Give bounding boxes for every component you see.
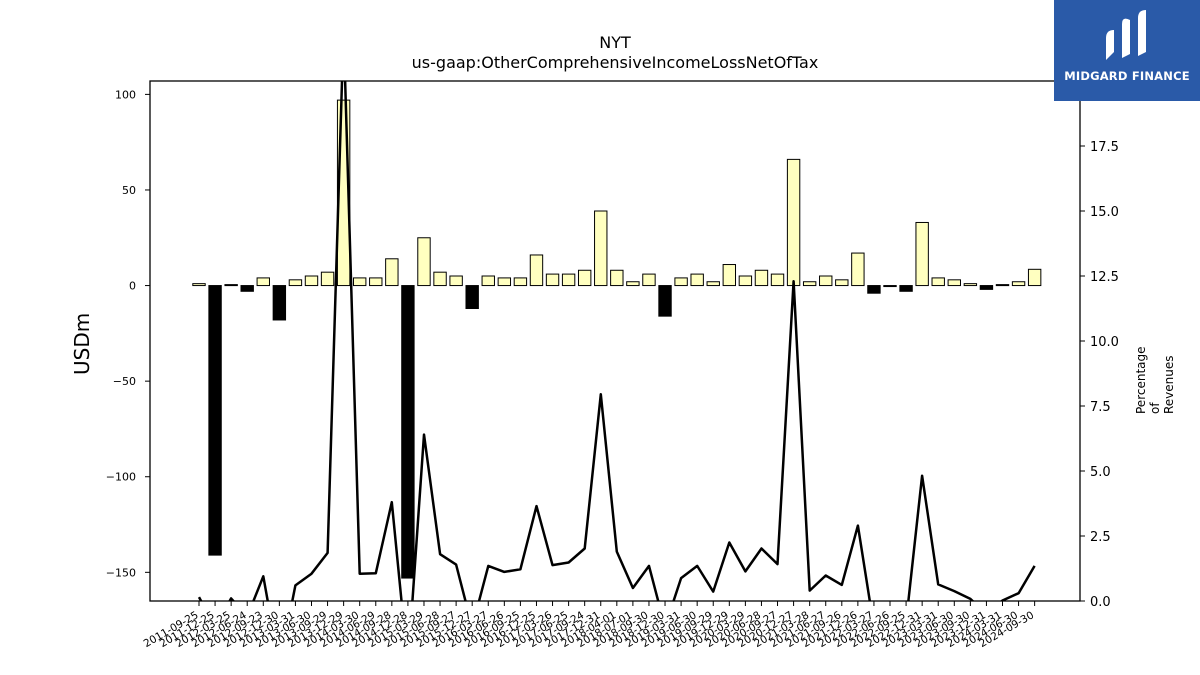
bar (947, 279, 961, 287)
bar (288, 279, 303, 287)
percentage-line (197, 81, 1036, 601)
bar (690, 273, 704, 287)
bar (1027, 268, 1042, 287)
bar (224, 284, 238, 287)
bar (610, 269, 624, 287)
bar (995, 284, 1010, 287)
bar (979, 285, 994, 290)
bar (786, 158, 801, 287)
y2-tick-label: 10.0 (1090, 335, 1119, 350)
y2-tick-label: 17.5 (1090, 140, 1119, 155)
plot-area (192, 81, 1042, 601)
bar (642, 273, 656, 287)
y2-tick-label: 5.0 (1090, 465, 1111, 480)
bar (433, 271, 447, 287)
bar (577, 269, 592, 287)
bar (417, 237, 431, 287)
bar (256, 277, 270, 287)
bar (915, 221, 929, 287)
chart-title: NYT (599, 33, 631, 52)
y-tick-label: −50 (113, 375, 136, 388)
bar (835, 279, 849, 287)
bar (754, 269, 769, 287)
bar (497, 277, 512, 287)
bar (240, 285, 254, 292)
bar (401, 285, 415, 579)
bar (369, 277, 383, 287)
y-tick-label: −150 (106, 566, 136, 579)
bar (481, 275, 495, 287)
y2-axis-label: Percentage of Revenues (1134, 346, 1176, 414)
y-tick-label: −100 (106, 471, 136, 484)
bar (963, 283, 978, 287)
bar (385, 258, 399, 287)
bar (272, 285, 287, 321)
bar (594, 210, 608, 287)
bar (674, 277, 688, 287)
chart-subtitle: us-gaap:OtherComprehensiveIncomeLossNetO… (411, 53, 819, 72)
y-tick-label: 50 (122, 184, 136, 197)
bar (802, 281, 817, 287)
bar (561, 273, 576, 287)
bar (208, 285, 222, 556)
y2-tick-label: 7.5 (1090, 400, 1111, 415)
y2-tick-label: 0.0 (1090, 595, 1111, 610)
bar (192, 283, 206, 287)
bar (545, 273, 560, 287)
bar (883, 285, 897, 288)
bar (851, 252, 865, 287)
bar (626, 281, 640, 287)
bar (722, 264, 737, 287)
y-tick-label: 100 (115, 88, 136, 101)
bar (931, 277, 945, 287)
brand-logo: MIDGARD FINANCE (1054, 0, 1200, 101)
bar (738, 275, 753, 287)
bar (465, 285, 479, 310)
y2-tick-label: 15.0 (1090, 205, 1119, 220)
bar (529, 254, 544, 287)
bar (353, 277, 367, 287)
bar (449, 275, 463, 287)
logo-text: MIDGARD FINANCE (1064, 69, 1190, 83)
midgard-logo-icon (1106, 10, 1146, 60)
bar (706, 281, 720, 287)
y2-tick-label: 2.5 (1090, 530, 1111, 545)
bar (658, 285, 672, 317)
bar (819, 275, 833, 287)
bar (867, 285, 881, 294)
y-tick-label: 0 (129, 280, 136, 293)
bar (1011, 281, 1026, 287)
bar (770, 273, 785, 287)
bar (320, 271, 335, 287)
bar (899, 285, 913, 292)
bar (304, 275, 319, 287)
y2-tick-label: 12.5 (1090, 270, 1119, 285)
bar (513, 277, 528, 287)
y-axis-label: USDm (70, 312, 94, 375)
